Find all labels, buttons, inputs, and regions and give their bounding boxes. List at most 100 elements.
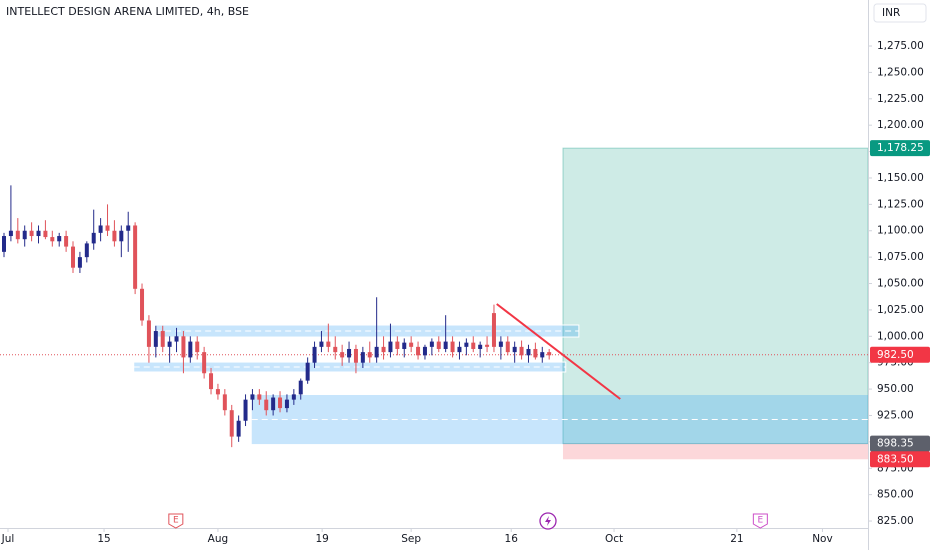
candle-body xyxy=(2,236,7,252)
candle-body xyxy=(443,341,448,349)
x-tick-label: 15 xyxy=(97,533,110,545)
candle-body xyxy=(498,341,503,347)
earnings-marker xyxy=(752,513,768,529)
candle-body xyxy=(471,342,476,349)
price-tag xyxy=(870,346,930,363)
candle-body xyxy=(333,346,338,353)
y-tick-label: 1,000.00 xyxy=(877,330,924,342)
candle-body xyxy=(77,257,82,268)
candle-body xyxy=(160,331,165,347)
candle-body xyxy=(215,389,220,395)
candle-body xyxy=(381,346,386,353)
price-tag-label: 898.35 xyxy=(877,438,914,450)
candle-body xyxy=(312,346,317,363)
candle-body xyxy=(133,225,138,289)
y-tick-label: 950.00 xyxy=(877,383,914,395)
candle-body xyxy=(298,380,303,395)
price-tag-label: 883.50 xyxy=(877,453,914,465)
y-tick-label: 1,100.00 xyxy=(877,225,924,237)
trendline xyxy=(496,303,621,400)
candle-body xyxy=(353,348,358,363)
candle-body xyxy=(505,341,510,353)
candle-body xyxy=(388,341,393,353)
candle-body xyxy=(326,341,331,347)
candle-body xyxy=(402,342,407,349)
y-tick-label: 1,125.00 xyxy=(877,198,924,210)
currency-box[interactable] xyxy=(873,3,927,23)
candle-body xyxy=(105,225,110,231)
lightning-icon xyxy=(539,512,557,530)
candle-body xyxy=(71,246,76,268)
y-tick-label: 1,025.00 xyxy=(877,304,924,316)
candle-body xyxy=(84,243,89,258)
y-tick-label: 825.00 xyxy=(877,515,914,527)
candle-body xyxy=(485,344,490,347)
candle-body xyxy=(271,397,276,411)
candle-body xyxy=(422,346,427,356)
candle-body xyxy=(367,352,372,358)
candle-body xyxy=(22,230,27,240)
x-tick-label: Oct xyxy=(605,533,623,545)
candle-body xyxy=(374,346,379,358)
y-tick-label: 925.00 xyxy=(877,409,914,421)
candle-body xyxy=(319,341,324,347)
candle-body xyxy=(64,236,69,247)
candle-body xyxy=(243,399,248,421)
candle-body xyxy=(188,341,193,358)
y-tick-label: 1,250.00 xyxy=(877,66,924,78)
price-tag xyxy=(870,140,930,157)
candle-body xyxy=(229,410,234,437)
candle-body xyxy=(126,225,131,231)
candle-body xyxy=(305,362,310,381)
candle-body xyxy=(29,230,34,237)
currency[interactable]: INR xyxy=(882,7,900,19)
candle-body xyxy=(91,232,96,244)
earnings-label: E xyxy=(758,516,764,526)
candle-body xyxy=(8,230,13,237)
candle-body xyxy=(181,336,186,358)
x-tick-label: Nov xyxy=(812,533,833,545)
candle-body xyxy=(395,341,400,349)
candle-body xyxy=(429,341,434,347)
candle-body xyxy=(209,373,214,390)
candle-body xyxy=(533,348,538,358)
candle-body xyxy=(450,341,455,353)
y-tick-label: 850.00 xyxy=(877,489,914,501)
candle-body xyxy=(540,352,545,358)
x-tick-label: 16 xyxy=(505,533,519,545)
candle-body xyxy=(416,346,421,356)
x-tick-label: 19 xyxy=(315,533,328,545)
candle-body xyxy=(491,313,496,347)
candle-body xyxy=(146,320,151,347)
candle-body xyxy=(36,230,41,237)
position-stop xyxy=(562,443,868,460)
candle-body xyxy=(526,348,531,356)
earnings-label: E xyxy=(173,516,179,526)
candle-body xyxy=(153,331,158,347)
candle-body xyxy=(98,225,103,233)
x-tick-label: 21 xyxy=(730,533,743,545)
x-tick-label: Jul xyxy=(1,533,15,545)
candle-body xyxy=(43,230,48,238)
candle-body xyxy=(284,399,289,409)
candle-body xyxy=(15,230,20,240)
candle-body xyxy=(436,341,441,349)
price-tag-label: 1,178.25 xyxy=(877,142,924,154)
candle-body xyxy=(250,394,255,400)
candle-body xyxy=(360,352,365,363)
candle-body xyxy=(202,352,207,374)
candle-body xyxy=(547,352,552,356)
price-tag xyxy=(870,435,930,452)
candle-body xyxy=(222,394,227,411)
candle-body xyxy=(409,342,414,347)
y-tick-label: 1,050.00 xyxy=(877,278,924,290)
price-tag-label: 982.50 xyxy=(877,349,914,361)
candle-body xyxy=(519,346,524,356)
y-tick-label: 1,200.00 xyxy=(877,119,924,131)
y-tick-label: 1,075.00 xyxy=(877,251,924,263)
candle-body xyxy=(236,420,241,437)
candle-body xyxy=(257,394,262,400)
y-tick-label: 1,225.00 xyxy=(877,93,924,105)
